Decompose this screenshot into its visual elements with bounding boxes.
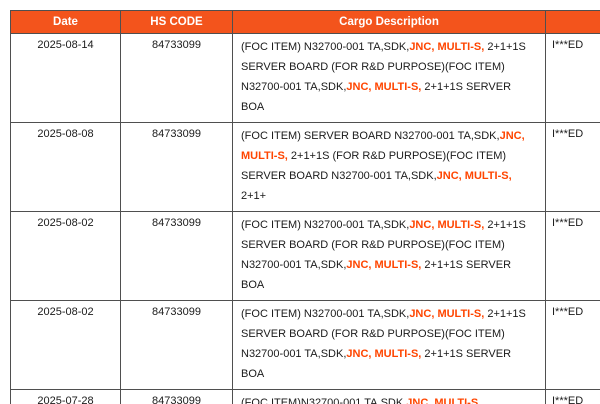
description-text: 2+1+1S SERVER BOARD (FOR R&D PURPOSE)(FO… — [241, 219, 526, 271]
masked-company-cell: I***ED — [545, 211, 600, 301]
description-text: 2+1+1S SERVER BOA — [241, 259, 512, 291]
description-text: 2+1+1S SERVER BOARD (FOR R&D PURPOSE)(FO… — [241, 41, 526, 93]
table-row: 2025-07-28 84733099 (FOC ITEM)N32700-001 T… — [10, 389, 600, 404]
date-cell: 2025-08-08 — [10, 122, 121, 212]
table-row: 2025-08-14 84733099 (FOC ITEM) N32700-001 … — [10, 33, 600, 123]
highlighted-keyword: JNC, — [436, 170, 462, 182]
header-extra — [545, 10, 600, 34]
highlighted-keyword: MULTI-S, — [241, 150, 288, 162]
header-row: Date HS CODE Cargo Description — [10, 10, 600, 34]
description-text: (FOC ITEM) N32700-001 TA,SDK, — [241, 41, 410, 53]
table-row: 2025-08-02 84733099 (FOC ITEM) N32700-001 … — [10, 211, 600, 301]
cargo-description-cell: (FOC ITEM) N32700-001 TA,SDK,JNC, MULTI-… — [232, 300, 546, 390]
date-cell: 2025-08-02 — [10, 300, 121, 390]
date-cell: 2025-08-14 — [10, 33, 121, 123]
date-cell: 2025-07-28 — [10, 389, 121, 404]
table-row: 2025-08-02 84733099 (FOC ITEM) N32700-001 … — [10, 300, 600, 390]
description-text: 2+1+1S SERVER BOA — [241, 81, 512, 113]
table-body: 2025-08-14 84733099 (FOC ITEM) N32700-001 … — [10, 33, 600, 404]
masked-company-cell: I***ED — [545, 122, 600, 212]
cargo-description-cell: (FOC ITEM) SERVER BOARD N32700-001 TA,SD… — [232, 122, 546, 212]
description-text: 2+1+1S SERVER BOARD (FOR R&D PURPOSE)(FO… — [241, 308, 526, 360]
highlighted-keyword: MULTI-S, — [437, 219, 485, 231]
description-text: (FOC ITEM) SERVER BOARD N32700-001 TA,SD… — [241, 130, 500, 142]
hs-code-cell: 84733099 — [120, 300, 233, 390]
highlighted-keyword: MULTI-S, — [464, 170, 512, 182]
highlighted-keyword: JNC, — [409, 219, 435, 231]
description-text: (FOC ITEM)N32700-001 TA,SDK, — [241, 397, 407, 404]
description-text: 2+1+1S SERVER BOA — [241, 348, 512, 380]
shipment-table-container: Date HS CODE Cargo Description 2025-08-1… — [10, 10, 600, 404]
description-text: (FOC ITEM) N32700-001 TA,SDK, — [241, 219, 410, 231]
cargo-description-cell: (FOC ITEM)N32700-001 TA,SDK,JNC, MULTI-S… — [232, 389, 546, 404]
highlighted-keyword: MULTI-S, — [434, 397, 482, 404]
hs-code-cell: 84733099 — [120, 33, 233, 123]
highlighted-keyword: JNC, — [406, 397, 432, 404]
masked-company-cell: I***ED — [545, 33, 600, 123]
highlighted-keyword: MULTI-S, — [374, 348, 422, 360]
header-hs-code: HS CODE — [120, 10, 233, 34]
highlighted-keyword: JNC, — [346, 348, 372, 360]
highlighted-keyword: MULTI-S, — [437, 308, 485, 320]
highlighted-keyword: JNC, — [346, 81, 372, 93]
highlighted-keyword: JNC, — [409, 308, 435, 320]
masked-company-cell: I***ED — [545, 389, 600, 404]
highlighted-keyword: MULTI-S, — [374, 259, 422, 271]
highlighted-keyword: JNC, — [409, 41, 435, 53]
shipment-table: Date HS CODE Cargo Description 2025-08-1… — [10, 10, 600, 404]
highlighted-keyword: MULTI-S, — [437, 41, 485, 53]
hs-code-cell: 84733099 — [120, 122, 233, 212]
header-date: Date — [10, 10, 121, 34]
header-cargo-description: Cargo Description — [232, 10, 546, 34]
hs-code-cell: 84733099 — [120, 389, 233, 404]
table-row: 2025-08-08 84733099 (FOC ITEM) SERVER BOAR… — [10, 122, 600, 212]
cargo-description-cell: (FOC ITEM) N32700-001 TA,SDK,JNC, MULTI-… — [232, 211, 546, 301]
description-text: 2+1+ — [241, 190, 267, 202]
hs-code-cell: 84733099 — [120, 211, 233, 301]
highlighted-keyword: MULTI-S, — [374, 81, 422, 93]
cargo-description-cell: (FOC ITEM) N32700-001 TA,SDK,JNC, MULTI-… — [232, 33, 546, 123]
description-text: 2+1+1S (FOR R&D PURPOSE)(FOC ITEM) SERVE… — [241, 150, 507, 182]
description-text: (FOC ITEM) N32700-001 TA,SDK, — [241, 308, 410, 320]
masked-company-cell: I***ED — [545, 300, 600, 390]
highlighted-keyword: JNC, — [499, 130, 525, 142]
date-cell: 2025-08-02 — [10, 211, 121, 301]
highlighted-keyword: JNC, — [346, 259, 372, 271]
